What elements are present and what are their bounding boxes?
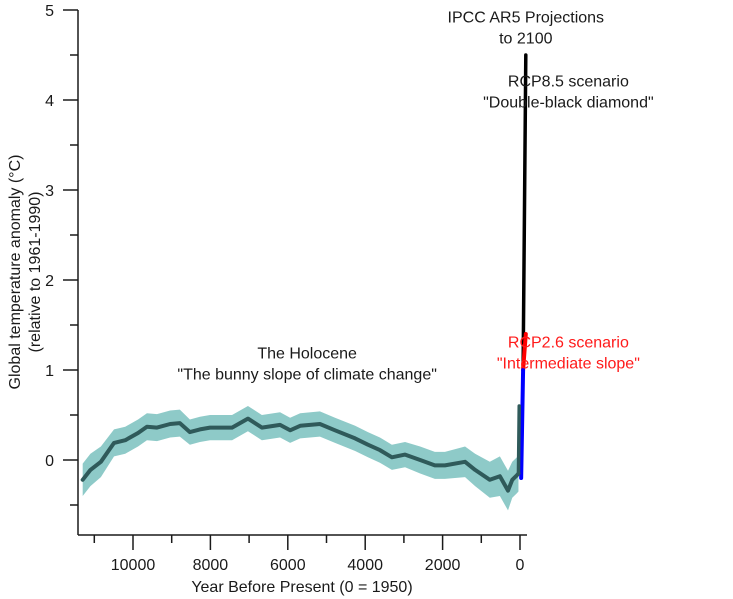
x-tick-label: 0 <box>516 557 525 574</box>
annotation-rcp26-line-2: "Intermediate slope" <box>497 356 640 373</box>
annotations: IPCC AR5 Projections to 2100 RCP8.5 scenar… <box>177 10 653 384</box>
x-tick-label: 8000 <box>193 557 229 574</box>
rcp85-line <box>521 53 528 372</box>
annotation-holocene-line-2: "The bunny slope of climate change" <box>177 366 437 383</box>
holocene-uncertainty-band <box>82 406 519 511</box>
x-axis-title: Year Before Present (0 = 1950) <box>191 579 412 596</box>
holocene-band-layer <box>82 406 519 511</box>
y-tick-label: 1 <box>45 363 54 380</box>
y-axis-subtitle: (relative to 1961-1990) <box>27 192 44 353</box>
y-tick-label: 4 <box>45 93 54 110</box>
x-tick-label: 2000 <box>425 557 461 574</box>
series-layer <box>80 53 528 493</box>
y-tick-label: 2 <box>45 273 54 290</box>
rcp26-line <box>521 332 528 372</box>
ticks: 10000 8000 6000 4000 2000 0 0 1 2 3 4 5 <box>45 3 524 574</box>
axes <box>77 10 527 536</box>
annotation-holocene-line-1: The Holocene <box>257 345 357 362</box>
y-tick-label: 5 <box>45 3 54 20</box>
x-tick-label: 6000 <box>270 557 306 574</box>
y-axis-title: Global temperature anomaly (°C) <box>7 155 24 390</box>
annotation-ipcc-line-1: IPCC AR5 Projections <box>448 10 605 27</box>
projection-base-line <box>519 368 526 480</box>
holocene-line <box>80 416 521 493</box>
annotation-ipcc-line-2: to 2100 <box>499 31 552 48</box>
annotation-rcp85-line-2: "Double-black diamond" <box>483 95 654 112</box>
instrumental-spike-line <box>516 404 521 476</box>
x-tick-label: 10000 <box>111 557 156 574</box>
y-tick-label: 0 <box>45 453 54 470</box>
annotation-rcp85-line-1: RCP8.5 scenario <box>508 74 629 91</box>
x-tick-label: 4000 <box>347 557 383 574</box>
annotation-rcp26-line-1: RCP2.6 scenario <box>508 335 629 352</box>
y-tick-label: 3 <box>45 183 54 200</box>
